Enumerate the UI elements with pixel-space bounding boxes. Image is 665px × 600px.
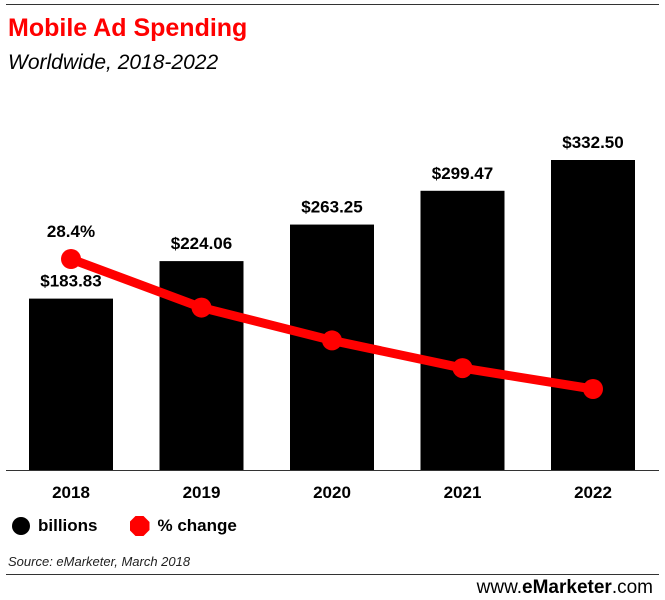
bar-label-2020: $263.25 [301, 198, 362, 217]
brand-mark: eMarketer [522, 577, 612, 598]
line-point-2018 [61, 249, 81, 269]
top-divider [6, 4, 659, 5]
chart-subtitle: Worldwide, 2018-2022 [8, 51, 219, 74]
legend-item-billions: billions [12, 516, 98, 536]
x-tick-label-2020: 2020 [313, 483, 351, 502]
chart-plot: $183.83 $224.06 $263.25 $299.47 $332.50 2018 2… [6, 133, 659, 502]
bar-2022 [551, 160, 635, 470]
line-label-2020: 17.5% [308, 303, 356, 322]
legend-item-percent-change: % change [129, 516, 237, 536]
legend-label-percent-change: % change [157, 516, 237, 535]
bar-2021 [420, 190, 505, 470]
source-note: Source: eMarketer, March 2018 [8, 554, 191, 569]
line-point-2020 [322, 330, 342, 351]
bar-label-2021: $299.47 [432, 164, 493, 183]
bar-2018 [29, 298, 113, 470]
bar-label-2022: $332.50 [562, 133, 623, 152]
bottom-divider [6, 574, 659, 575]
line-point-2019 [191, 297, 212, 318]
brand-logo: www.eMarketer.com [477, 577, 653, 599]
brand-prefix: www. [476, 577, 523, 598]
line-label-2021: 13.8% [438, 331, 486, 350]
bar-label-2018: $183.83 [40, 272, 101, 291]
brand-suffix: .com [611, 577, 653, 598]
line-label-2022: 11.0% [569, 352, 616, 371]
legend-swatch-line [129, 516, 150, 536]
legend-swatch-bar [12, 517, 30, 535]
chart-title: Mobile Ad Spending [8, 14, 248, 42]
line-point-2022 [583, 379, 603, 399]
bar-label-2019: $224.06 [171, 234, 232, 253]
x-tick-label-2022: 2022 [574, 483, 612, 502]
x-tick-label-2021: 2021 [444, 483, 482, 502]
legend-label-billions: billions [38, 516, 98, 535]
x-tick-label-2018: 2018 [52, 483, 90, 502]
line-point-2021 [452, 358, 473, 379]
chart-legend: billions % change [12, 515, 269, 537]
x-tick-label-2019: 2019 [183, 483, 221, 502]
line-label-2018: 28.4% [47, 222, 95, 241]
line-label-2019: 21.9% [177, 271, 225, 290]
